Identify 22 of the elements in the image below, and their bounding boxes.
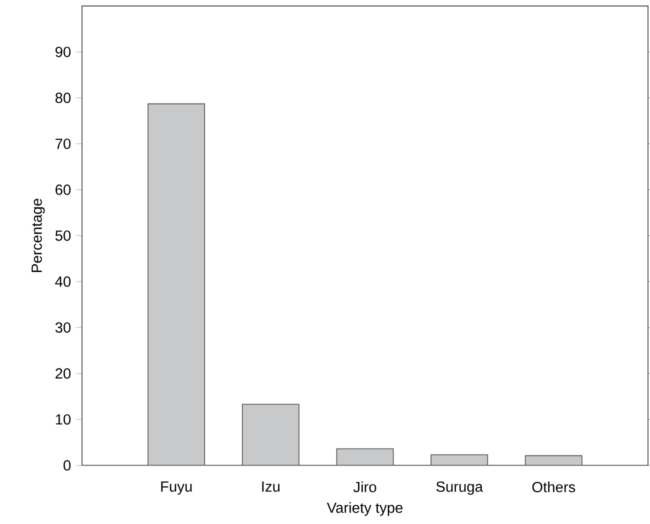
bar <box>431 454 488 466</box>
bar <box>242 404 300 466</box>
y-tick-label: 70 <box>56 138 71 149</box>
y-tick-label: 10 <box>56 414 71 425</box>
x-tick-label: Suruga <box>436 482 483 495</box>
y-tick-label: 30 <box>55 322 71 333</box>
y-tick-label: 80 <box>55 92 71 104</box>
y-tick-label: 0 <box>64 460 71 471</box>
bar <box>148 103 206 466</box>
y-tick-label: 60 <box>56 184 71 195</box>
bar <box>336 448 394 466</box>
x-tick-label: Fuyu <box>161 482 192 495</box>
x-axis-title: Variety type <box>326 502 403 516</box>
y-tick-label: 40 <box>55 276 71 287</box>
y-tick-label: 20 <box>56 368 71 379</box>
bar <box>524 455 582 466</box>
y-tick-label: 90 <box>56 46 71 58</box>
y-axis-title: Percentage <box>32 198 45 272</box>
x-tick-label: Jiro <box>353 482 376 492</box>
y-tick-label: 50 <box>55 230 71 241</box>
x-tick-label: Izu <box>262 482 280 492</box>
x-tick-label: Others <box>532 482 576 492</box>
